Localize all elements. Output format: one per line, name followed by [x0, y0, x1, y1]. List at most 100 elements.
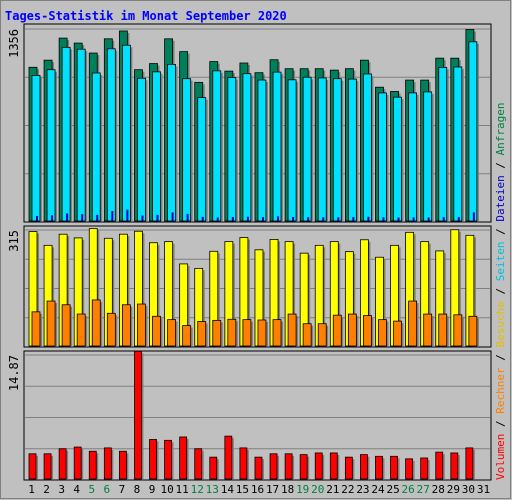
x-tick-label-1: 1 [28, 483, 35, 496]
bar-seiten-20 [317, 77, 327, 222]
bar-volumen-23 [360, 454, 368, 480]
bar-seiten-7 [121, 44, 131, 222]
bar-dateien-14 [231, 217, 234, 221]
bar-rechner-20 [317, 323, 327, 347]
legend-item-8: Dateien [494, 175, 507, 221]
bar-seiten-24 [378, 92, 387, 222]
bar-rechner-12 [197, 321, 207, 347]
bar-rechner-22 [347, 313, 357, 347]
x-tick-label-20: 20 [311, 483, 324, 496]
legend-item-9: / [494, 155, 507, 175]
bar-dateien-4 [81, 214, 84, 221]
bar-dateien-13 [216, 217, 219, 221]
bar-seiten-2 [46, 69, 56, 222]
bar-seiten-19 [302, 76, 312, 222]
bar-volumen-18 [284, 453, 293, 480]
bar-dateien-16 [261, 217, 264, 221]
x-tick-label-27: 27 [417, 483, 430, 496]
bar-rechner-26 [408, 300, 418, 347]
x-tick-label-11: 11 [176, 483, 189, 496]
bar-volumen-17 [269, 453, 278, 480]
bar-seiten-4 [76, 48, 86, 222]
bar-volumen-12 [194, 448, 203, 480]
bar-seiten-21 [332, 78, 342, 222]
x-tick-label-18: 18 [281, 483, 294, 496]
bar-rechner-25 [393, 320, 402, 347]
bar-dateien-22 [352, 217, 355, 221]
bar-rechner-18 [287, 313, 297, 347]
x-tick-label-25: 25 [386, 483, 399, 496]
x-tick-label-5: 5 [88, 483, 95, 496]
bar-dateien-17 [277, 216, 280, 221]
bar-volumen-7 [118, 450, 127, 480]
bar-rechner-5 [91, 299, 101, 347]
bar-dateien-20 [322, 217, 325, 221]
bar-seiten-23 [363, 73, 372, 222]
bar-seiten-8 [137, 77, 146, 222]
x-tick-label-7: 7 [119, 483, 126, 496]
x-tick-label-6: 6 [104, 483, 111, 496]
bar-seiten-5 [91, 72, 101, 222]
x-tick-label-15: 15 [236, 483, 249, 496]
bar-seiten-10 [167, 64, 176, 222]
bar-volumen-28 [435, 451, 444, 480]
x-tick-label-26: 26 [402, 483, 415, 496]
bar-rechner-6 [106, 312, 116, 347]
bar-volumen-10 [164, 439, 172, 480]
x-tick-label-23: 23 [356, 483, 369, 496]
bar-seiten-18 [287, 79, 297, 222]
bar-dateien-8 [141, 215, 144, 221]
bar-rechner-7 [121, 304, 131, 347]
bar-seiten-30 [468, 41, 478, 222]
x-tick-label-21: 21 [326, 483, 339, 496]
bar-seiten-9 [152, 71, 161, 222]
bar-volumen-24 [375, 455, 383, 480]
chart-title: Tages-Statistik im Monat September 2020 [5, 9, 287, 23]
bar-rechner-1 [31, 311, 41, 347]
legend-item-5: / [494, 281, 507, 301]
legend-item-1: / [494, 414, 507, 434]
bar-volumen-6 [103, 447, 112, 480]
bar-volumen-30 [465, 447, 474, 480]
bar-rechner-3 [61, 304, 71, 347]
bar-rechner-29 [453, 314, 463, 347]
bar-seiten-3 [61, 46, 71, 222]
bar-seiten-1 [31, 74, 41, 222]
bar-dateien-24 [382, 217, 385, 221]
x-tick-label-19: 19 [296, 483, 309, 496]
bar-seiten-26 [408, 92, 418, 222]
bar-dateien-18 [292, 217, 295, 221]
legend: Volumen / Rechner / Besuche / Seiten / D… [494, 102, 507, 480]
x-tick-label-4: 4 [73, 483, 80, 496]
bar-rechner-15 [242, 319, 252, 347]
bar-volumen-1 [28, 453, 37, 480]
bar-dateien-29 [457, 217, 460, 221]
bar-rechner-27 [423, 313, 433, 347]
bar-volumen-29 [450, 452, 459, 480]
bar-seiten-29 [453, 66, 463, 222]
legend-item-4: Besuche [494, 301, 507, 347]
x-tick-label-22: 22 [341, 483, 354, 496]
bar-rechner-21 [332, 314, 342, 347]
bar-volumen-11 [179, 436, 188, 480]
bar-volumen-20 [314, 452, 323, 480]
x-tick-label-31: 31 [477, 483, 490, 496]
bar-seiten-27 [423, 91, 433, 222]
legend-item-10: Anfragen [494, 102, 507, 155]
bar-dateien-3 [66, 213, 69, 221]
bar-seiten-17 [272, 71, 282, 222]
bar-dateien-21 [337, 217, 340, 221]
bar-volumen-13 [209, 456, 218, 480]
x-tick-label-2: 2 [43, 483, 50, 496]
bar-volumen-25 [390, 455, 398, 480]
bar-seiten-22 [347, 78, 357, 222]
bar-rechner-2 [46, 300, 56, 347]
x-tick-label-24: 24 [371, 483, 385, 496]
bar-seiten-11 [182, 78, 192, 222]
bar-dateien-11 [186, 213, 189, 221]
bar-volumen-26 [405, 458, 414, 480]
bar-volumen-15 [239, 447, 248, 480]
bar-seiten-13 [212, 70, 222, 222]
bar-seiten-25 [393, 96, 402, 222]
